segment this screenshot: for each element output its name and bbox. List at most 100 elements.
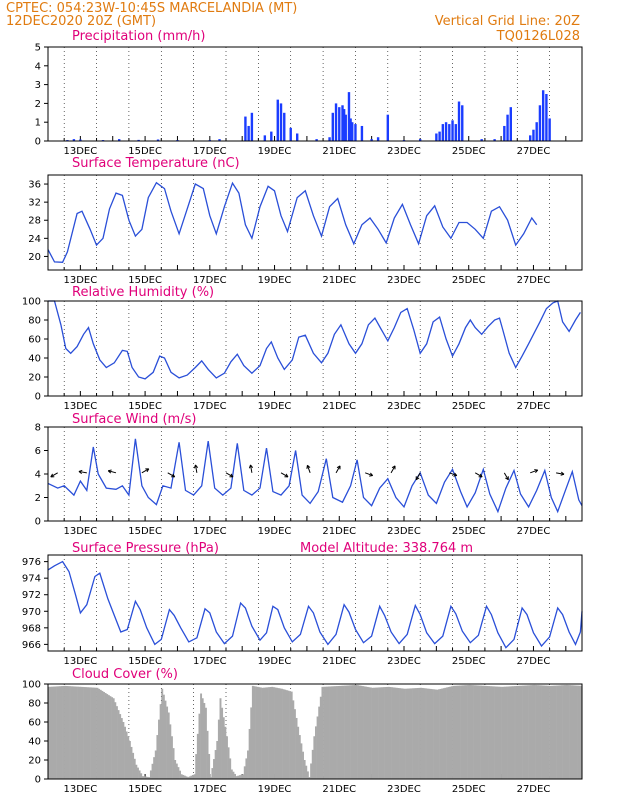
y-tick-label: 60 — [28, 718, 41, 729]
cloud-cover-bar — [188, 776, 191, 779]
precipitation-bar — [347, 92, 351, 141]
wind-direction-arrow — [503, 472, 509, 481]
cloud-cover-bar — [78, 686, 81, 779]
cloud-cover-bar — [405, 688, 408, 779]
cloud-cover-bar — [381, 687, 384, 779]
surface-wind-panel: Surface Wind (m/s) 0 2 4 6 8 13DEC 15DEC 17DEC 19… — [35, 412, 583, 537]
cloud-cover-bar — [77, 686, 80, 779]
cloud-cover-bar — [457, 685, 460, 779]
cloud-cover-bar — [208, 753, 211, 779]
cloud-cover-bar — [412, 688, 415, 779]
y-tick-label: 1 — [35, 118, 41, 129]
cloud-cover-bar — [426, 688, 429, 779]
date-tick-label: 27DEC — [517, 526, 551, 537]
cloud-cover-bar — [107, 695, 110, 779]
cloud-cover-bar — [450, 686, 453, 779]
cloud-cover-bar — [56, 686, 59, 779]
cloud-cover-bar — [201, 698, 204, 779]
precipitation-bar — [480, 139, 483, 141]
cloud-cover-bar — [164, 700, 167, 779]
cloud-cover-bar — [512, 686, 515, 779]
cloud-cover-bar — [554, 685, 557, 779]
y-tick-label: 20 — [28, 252, 41, 263]
cloud-cover-bar — [428, 688, 431, 779]
cloud-cover-bar — [227, 747, 230, 779]
precipitation-bar — [438, 131, 441, 141]
cloud-cover-bar — [222, 717, 225, 779]
cloud-cover-bar — [277, 688, 280, 779]
cloud-cover-bar — [528, 685, 531, 779]
precipitation-bar — [137, 139, 140, 141]
cloud-cover-bar — [573, 685, 576, 779]
y-tick-label: 100 — [22, 297, 41, 308]
date-tick-label: 15DEC — [128, 275, 162, 286]
cloud-cover-bar — [226, 736, 228, 779]
cloud-cover-bar — [402, 688, 405, 779]
cloud-cover-bar — [459, 685, 461, 779]
run-time-header: 12DEC2020 20Z (GMT) — [6, 14, 156, 29]
cloud-cover-bar — [363, 686, 366, 779]
precipitation-bar — [218, 139, 221, 141]
cloud-cover-bar — [496, 686, 499, 779]
cloud-cover-bar — [462, 685, 465, 779]
cloud-cover-bar — [544, 685, 547, 779]
cloud-cover-bar — [321, 686, 324, 779]
cloud-cover-bar — [59, 686, 62, 779]
cloud-cover-bar — [530, 685, 533, 779]
cloud-cover-bar — [81, 686, 84, 779]
cloud-cover-bar — [174, 760, 177, 779]
cloud-cover-bar — [166, 706, 169, 779]
cloud-cover-bar — [413, 688, 416, 779]
y-tick-label: 966 — [22, 640, 41, 651]
surface-pressure-line — [47, 560, 583, 649]
precipitation-bar — [451, 120, 454, 141]
cloud-cover-bar — [418, 687, 421, 779]
date-tick-label: 13DEC — [63, 784, 97, 795]
wind-direction-arrow — [193, 464, 199, 473]
cloud-cover-bar — [522, 685, 525, 779]
date-tick-label: 15DEC — [128, 526, 162, 537]
cloud-cover-bar — [70, 686, 73, 779]
cloud-cover-bar — [326, 686, 329, 779]
cloud-cover-bar — [169, 724, 172, 779]
cloud-cover-bar — [73, 686, 76, 779]
cloud-cover-bar — [232, 771, 235, 779]
cloud-cover-bar — [332, 686, 335, 779]
cloud-cover-bar — [80, 686, 83, 779]
cloud-cover-bar — [329, 686, 332, 779]
cloud-cover-bar — [268, 687, 270, 779]
cloud-cover-bar — [119, 714, 122, 779]
wind-direction-arrow — [50, 472, 58, 478]
cloud-cover-bar — [292, 700, 295, 779]
cloud-cover-bar — [384, 687, 387, 779]
cloud-cover-bar — [224, 726, 227, 779]
date-tick-label: 27DEC — [517, 784, 551, 795]
wind-direction-arrow — [449, 472, 458, 477]
cloud-cover-bar — [360, 685, 363, 779]
cloud-cover-bar — [125, 731, 128, 779]
cloud-cover-bar — [460, 685, 463, 779]
y-tick-label: 5 — [35, 43, 41, 54]
cloud-cover-bar — [250, 707, 253, 779]
surface-pressure-frame — [47, 554, 583, 652]
date-tick-label: 27DEC — [517, 656, 551, 667]
cloud-cover-bar — [137, 767, 139, 779]
model-id-header: TQ0126L028 — [496, 29, 580, 44]
cloud-cover-bar — [240, 774, 243, 779]
y-tick-label: 3 — [35, 80, 41, 91]
y-tick-label: 60 — [28, 335, 41, 346]
y-tick-label: 80 — [28, 699, 41, 710]
cloud-cover-bar — [264, 687, 267, 779]
cloud-cover-bar — [96, 687, 99, 779]
cloud-cover-bar — [159, 704, 162, 779]
cloud-cover-bar — [120, 718, 123, 779]
cloud-cover-bar — [452, 685, 455, 779]
cloud-cover-bar — [145, 776, 148, 779]
cloud-cover-bar — [251, 685, 254, 779]
precipitation-bar — [529, 135, 532, 141]
precipitation-title: Precipitation (mm/h) — [72, 29, 205, 44]
precipitation-bar — [79, 139, 82, 141]
precipitation-bar — [541, 90, 545, 141]
cloud-cover-bar — [214, 750, 217, 779]
y-tick-label: 968 — [22, 623, 41, 634]
